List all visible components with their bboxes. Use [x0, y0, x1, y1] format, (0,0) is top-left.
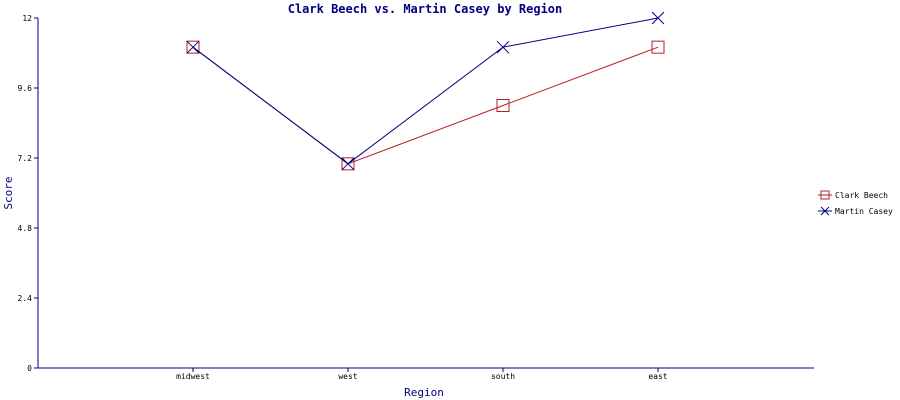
legend: Clark Beech Martin Casey	[818, 190, 893, 216]
x-tick-label: midwest	[176, 372, 210, 381]
data-point-clark-beech	[186, 40, 200, 54]
data-point-clark-beech	[651, 40, 665, 54]
legend-swatch-marker	[820, 190, 830, 200]
data-point-martin-casey	[496, 40, 510, 54]
data-point-martin-casey	[341, 157, 355, 171]
legend-item-clark-beech: Clark Beech	[818, 190, 888, 200]
x-tick-label: west	[338, 372, 357, 381]
y-axis-title: Score	[2, 176, 15, 209]
data-point-clark-beech	[341, 157, 355, 171]
legend-item-martin-casey: Martin Casey	[818, 206, 893, 216]
x-axis-title: Region	[404, 386, 444, 399]
chart-title: Clark Beech vs. Martin Casey by Region	[288, 2, 563, 16]
legend-label: Martin Casey	[835, 207, 893, 216]
x-tick-label: south	[491, 372, 515, 381]
y-tick-label: 9.6	[18, 84, 33, 93]
data-point-martin-casey	[651, 11, 665, 25]
data-point-clark-beech	[496, 99, 510, 112]
y-tick-label: 12	[22, 14, 32, 23]
data-point-martin-casey	[186, 40, 200, 54]
x-tick-label: east	[648, 372, 667, 381]
y-tick-label: 7.2	[18, 154, 33, 163]
x-axis-ticks: midwest west south east	[176, 368, 668, 381]
series-line-martin-casey	[192, 17, 659, 165]
legend-label: Clark Beech	[835, 191, 888, 200]
legend-swatch-marker	[820, 206, 830, 216]
y-tick-label: 0	[27, 364, 32, 373]
y-tick-label: 2.4	[18, 294, 33, 303]
series-layer	[186, 11, 665, 171]
y-axis-ticks: 0 2.4 4.8 7.2 9.6 12	[18, 14, 38, 373]
y-tick-label: 4.8	[18, 224, 33, 233]
